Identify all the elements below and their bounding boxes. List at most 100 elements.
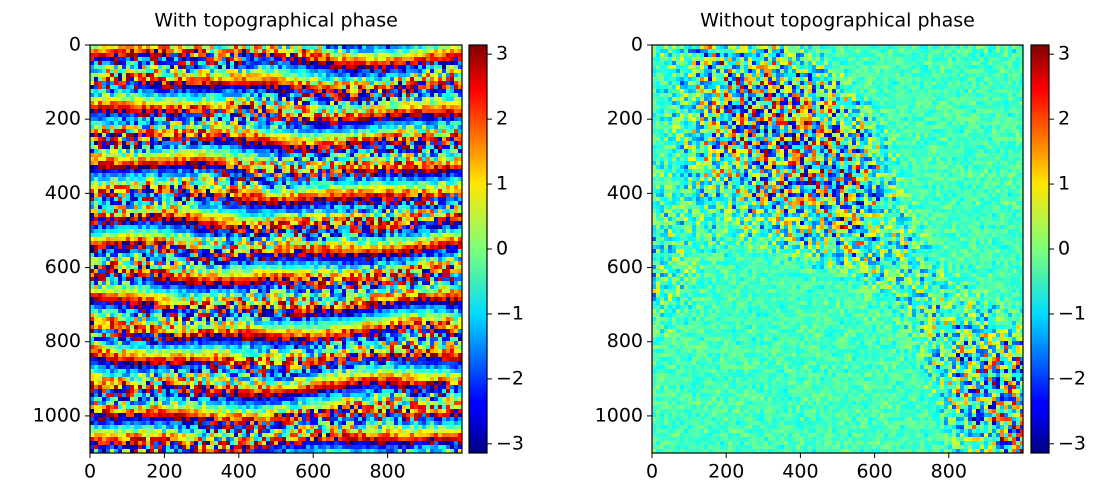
- image-cell: [278, 49, 283, 54]
- image-cell: [90, 113, 95, 118]
- image-cell: [402, 61, 407, 66]
- image-cell: [186, 89, 191, 94]
- image-cell: [322, 121, 327, 126]
- image-cell: [102, 157, 107, 162]
- image-cell: [114, 189, 119, 194]
- image-cell: [258, 161, 263, 166]
- image-cell: [202, 117, 207, 122]
- image-cell: [186, 169, 191, 174]
- image-cell: [230, 217, 235, 222]
- image-cell: [458, 129, 463, 134]
- image-cell: [274, 133, 279, 138]
- image-cell: [178, 149, 183, 154]
- image-cell: [190, 141, 195, 146]
- image-cell: [430, 53, 435, 58]
- image-cell: [382, 77, 387, 82]
- image-cell: [454, 213, 459, 218]
- image-cell: [458, 73, 463, 78]
- image-cell: [174, 205, 179, 210]
- image-cell: [254, 229, 259, 234]
- image-cell: [334, 89, 339, 94]
- image-cell: [334, 109, 339, 114]
- image-cell: [438, 141, 443, 146]
- image-cell: [198, 161, 203, 166]
- image-cell: [98, 213, 103, 218]
- image-cell: [142, 221, 147, 226]
- image-cell: [350, 253, 355, 258]
- image-cell: [322, 113, 327, 118]
- image-cell: [102, 233, 107, 238]
- image-cell: [178, 169, 183, 174]
- image-cell: [234, 113, 239, 118]
- image-cell: [198, 177, 203, 182]
- image-cell: [110, 97, 115, 102]
- image-cell: [158, 153, 163, 158]
- image-cell: [206, 189, 211, 194]
- image-cell: [302, 169, 307, 174]
- image-cell: [262, 165, 267, 170]
- image-cell: [186, 189, 191, 194]
- image-cell: [382, 225, 387, 230]
- image-cell: [362, 113, 367, 118]
- image-cell: [186, 45, 191, 50]
- image-cell: [202, 153, 207, 158]
- image-cell: [286, 137, 291, 142]
- image-cell: [390, 125, 395, 130]
- image-cell: [430, 237, 435, 242]
- image-cell: [90, 141, 95, 146]
- image-cell: [246, 97, 251, 102]
- image-cell: [438, 241, 443, 246]
- image-cell: [362, 137, 367, 142]
- image-cell: [342, 97, 347, 102]
- image-cell: [246, 181, 251, 186]
- image-cell: [174, 81, 179, 86]
- image-cell: [242, 125, 247, 130]
- image-cell: [206, 93, 211, 98]
- image-cell: [166, 241, 171, 246]
- image-cell: [326, 53, 331, 58]
- image-cell: [214, 57, 219, 62]
- image-cell: [210, 201, 215, 206]
- image-cell: [226, 81, 231, 86]
- image-cell: [298, 145, 303, 150]
- image-cell: [270, 221, 275, 226]
- image-cell: [206, 165, 211, 170]
- image-cell: [166, 153, 171, 158]
- image-cell: [414, 185, 419, 190]
- image-cell: [318, 101, 323, 106]
- image-cell: [98, 165, 103, 170]
- image-cell: [350, 57, 355, 62]
- image-cell: [270, 169, 275, 174]
- image-cell: [354, 109, 359, 114]
- image-cell: [394, 153, 399, 158]
- image-cell: [122, 49, 127, 54]
- image-cell: [94, 105, 99, 110]
- image-cell: [194, 149, 199, 154]
- image-cell: [134, 141, 139, 146]
- image-cell: [442, 209, 447, 214]
- image-cell: [370, 153, 375, 158]
- image-cell: [250, 237, 255, 242]
- image-cell: [178, 225, 183, 230]
- image-cell: [342, 69, 347, 74]
- image-cell: [394, 205, 399, 210]
- image-cell: [278, 225, 283, 230]
- image-cell: [454, 77, 459, 82]
- image-cell: [150, 205, 155, 210]
- image-cell: [206, 65, 211, 70]
- image-cell: [446, 225, 451, 230]
- image-cell: [118, 237, 123, 242]
- image-cell: [446, 161, 451, 166]
- image-cell: [174, 137, 179, 142]
- image-cell: [346, 241, 351, 246]
- image-cell: [410, 165, 415, 170]
- image-cell: [326, 129, 331, 134]
- image-cell: [318, 77, 323, 82]
- image-cell: [170, 181, 175, 186]
- image-cell: [122, 253, 127, 258]
- image-cell: [358, 73, 363, 78]
- image-cell: [294, 221, 299, 226]
- image-cell: [374, 145, 379, 150]
- image-cell: [342, 93, 347, 98]
- image-cell: [294, 89, 299, 94]
